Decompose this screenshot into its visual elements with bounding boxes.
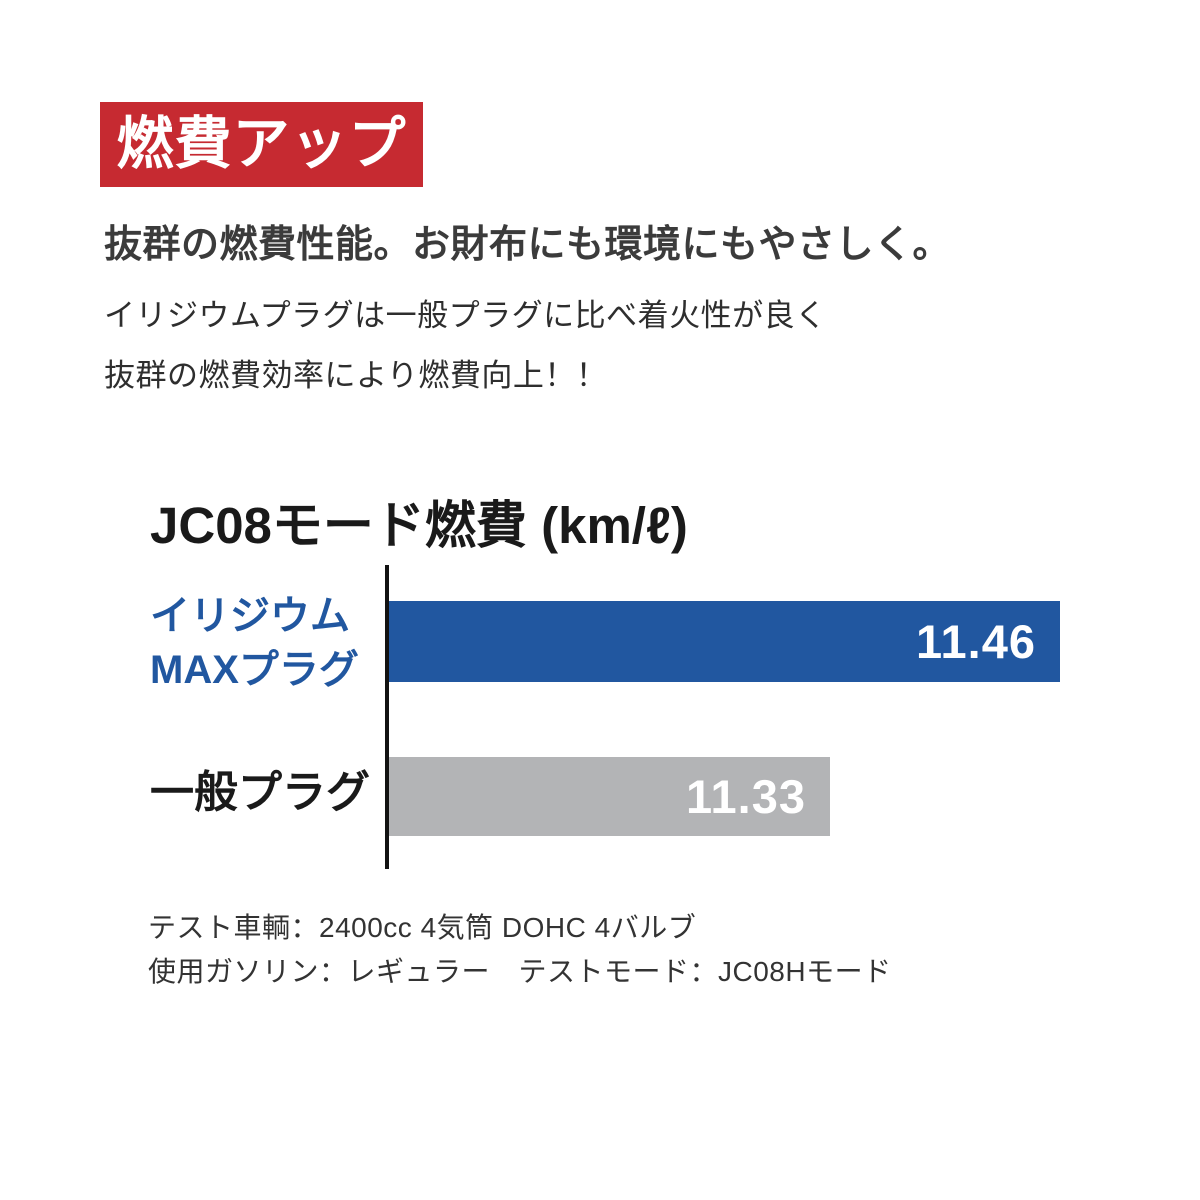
bar-value-standard-plug: 11.33 [685,770,806,823]
bar-label-iridium-line-2: MAXプラグ [150,648,359,692]
fuel-up-badge: 燃費アップ [100,102,423,187]
fuel-economy-bar-chart: イリジウム MAXプラグ 11.46 一般プラグ 11.33 [0,565,1200,869]
description-line-1: イリジウムプラグは一般プラグに比べ着火性が良く [104,298,827,333]
chart-title: JC08モード燃費 (km/ℓ) [150,497,688,554]
bar-value-iridium-max-plug: 11.46 [915,615,1036,668]
chart-baseline-axis [385,565,389,869]
bar-label-iridium-max-plug: イリジウム MAXプラグ [150,589,359,697]
bar-label-iridium-line-1: イリジウム [150,594,350,638]
main-heading: 抜群の燃費性能。お財布にも環境にもやさしく。 [104,224,952,266]
description-line-2: 抜群の燃費効率により燃費向上！！ [104,358,608,393]
footnote-test-vehicle: テスト車輌：2400cc 4気筒 DOHC 4バルブ [148,912,697,943]
fuel-up-badge-label: 燃費アップ [116,112,407,176]
bar-label-standard-line-1: 一般プラグ [150,768,370,817]
bar-label-standard-plug: 一般プラグ [150,768,370,818]
bar-standard-plug: 11.33 [389,757,830,836]
footnote-fuel-and-mode: 使用ガソリン：レギュラー テストモード：JC08Hモード [148,956,892,987]
bar-iridium-max-plug: 11.46 [389,601,1060,682]
